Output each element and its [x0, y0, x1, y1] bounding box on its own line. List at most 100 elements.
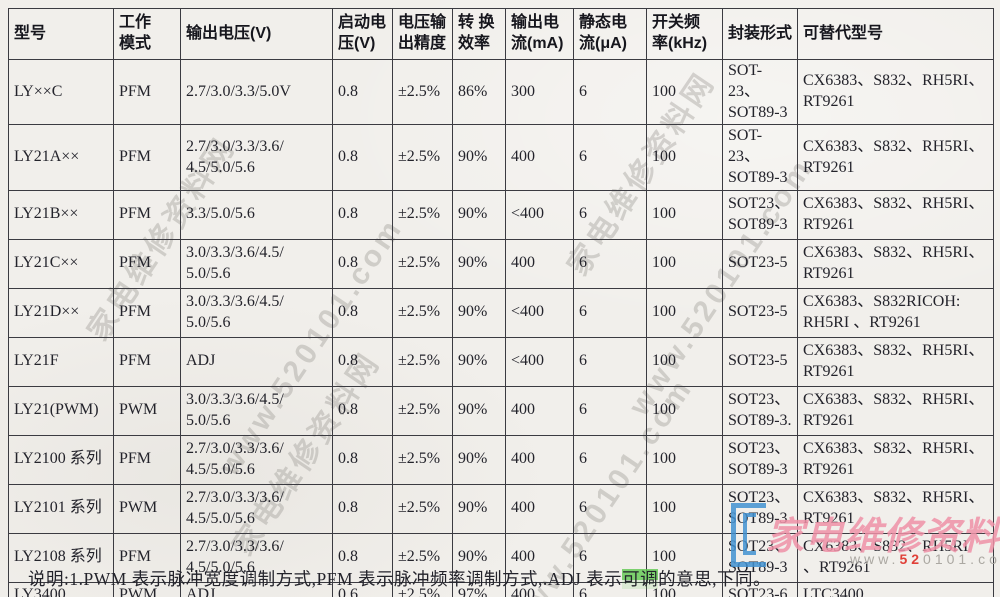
cell-alt: CX6383、S832、RH5RI、 RT9261	[797, 483, 994, 534]
cell-vout: 2.7/3.0/3.3/5.0V	[180, 58, 333, 126]
cell-mode: PWM	[113, 385, 181, 436]
cell-freq: 100	[646, 58, 723, 126]
footer-note-suffix: 的意思,下同。	[658, 569, 772, 589]
cell-pkg: SOT23-5	[722, 287, 798, 338]
column-header-iq: 静态电 流(μA)	[573, 8, 647, 60]
cell-acc: ±2.5%	[392, 124, 453, 191]
table-row-4: LY21D×× PFM 3.0/3.3/3.6/4.5/ 5.0/5.6 0.8 ±2.…	[8, 287, 994, 338]
column-header-acc: 电压输 出精度	[392, 8, 453, 60]
cell-pkg: SOT-23、 SOT89-3	[722, 124, 798, 191]
cell-mode: PFM	[113, 238, 181, 289]
cell-model: LY2108 系列	[8, 532, 114, 583]
cell-acc: ±2.5%	[392, 385, 453, 436]
cell-model: LY21D××	[8, 287, 114, 338]
cell-acc: ±2.5%	[392, 532, 453, 583]
footer-note-highlighted-term: 可调	[622, 569, 659, 589]
cell-iout: 400	[505, 532, 574, 583]
cell-mode: PFM	[113, 336, 181, 387]
cell-mode: PFM	[113, 124, 181, 191]
column-header-vout: 输出电压(V)	[180, 8, 333, 60]
table-row-10: LY3400 PWM ADJ 0.6 ±2.5% 97% 400 6 100 SOT23-6 LTC…	[8, 581, 994, 597]
table-row-6: LY21(PWM) PWM 3.0/3.3/3.6/4.5/ 5.0/5.6 0.8 ±…	[8, 385, 994, 436]
cell-iout: <400	[505, 189, 574, 240]
cell-eff: 90%	[452, 287, 506, 338]
ic-spec-table: 型号 工作 模式 输出电压(V) 启动电 压(V) 电压输 出精度转 换 效率 输出电 流…	[8, 8, 994, 597]
cell-alt: CX6383、S832、RH5RI 、RT9261	[797, 532, 994, 583]
cell-eff: 90%	[452, 336, 506, 387]
column-header-model: 型号	[8, 8, 114, 60]
cell-model: LY21A××	[8, 124, 114, 191]
column-header-freq: 开关频 率(kHz)	[646, 8, 723, 60]
cell-alt: CX6383、S832、RH5RI、 RT9261	[797, 238, 994, 289]
cell-model: LY2101 系列	[8, 483, 114, 534]
cell-iq: 6	[573, 58, 647, 126]
cell-pkg: SOT23-5	[722, 238, 798, 289]
cell-eff: 90%	[452, 532, 506, 583]
cell-acc: ±2.5%	[392, 238, 453, 289]
cell-mode: PFM	[113, 532, 181, 583]
table-row-2: LY21B×× PFM 3.3/5.0/5.6 0.8 ±2.5% 90% <400 6 100…	[8, 189, 994, 240]
cell-mode: PFM	[113, 287, 181, 338]
cell-iq: 6	[573, 238, 647, 289]
cell-eff: 90%	[452, 434, 506, 485]
cell-eff: 90%	[452, 238, 506, 289]
cell-iout: 400	[505, 385, 574, 436]
cell-vout: 2.7/3.0/3.3/3.6/ 4.5/5.0/5.6	[180, 124, 333, 191]
cell-iout: 400	[505, 238, 574, 289]
cell-freq: 100	[646, 434, 723, 485]
cell-vstart: 0.8	[332, 287, 393, 338]
table-row-1: LY21A×× PFM 2.7/3.0/3.3/3.6/ 4.5/5.0/5.6 0.…	[8, 124, 994, 191]
cell-freq: 100	[646, 287, 723, 338]
cell-iout: 400	[505, 434, 574, 485]
cell-alt: CX6383、S832RICOH: RH5RI 、RT9261	[797, 287, 994, 338]
cell-iq: 6	[573, 124, 647, 191]
column-header-iout: 输出电 流(mA)	[505, 8, 574, 60]
cell-vout: 2.7/3.0/3.3/3.6/ 4.5/5.0/5.6	[180, 532, 333, 583]
column-header-eff: 转 换 效率	[452, 8, 506, 60]
cell-pkg: SOT-23、 SOT89-3	[722, 58, 798, 126]
table-row-0: LY××C PFM 2.7/3.0/3.3/5.0V 0.8 ±2.5% 86% 300 6 1…	[8, 58, 994, 126]
ic-spec-table-wrap: 型号 工作 模式 输出电压(V) 启动电 压(V) 电压输 出精度转 换 效率 输出电 流…	[8, 8, 994, 597]
cell-freq: 100	[646, 483, 723, 534]
cell-alt: CX6383、S832、RH5RI、 RT9261	[797, 336, 994, 387]
cell-iq: 6	[573, 385, 647, 436]
cell-freq: 100	[646, 189, 723, 240]
cell-acc: ±2.5%	[392, 483, 453, 534]
cell-freq: 100	[646, 385, 723, 436]
cell-mode: PFM	[113, 58, 181, 126]
cell-freq: 100	[646, 336, 723, 387]
cell-eff: 90%	[452, 124, 506, 191]
cell-alt: CX6383、S832、RH5RI、 RT9261	[797, 58, 994, 126]
cell-iout: 400	[505, 124, 574, 191]
cell-pkg: SOT23、 SOT89-3	[722, 434, 798, 485]
table-header-row: 型号 工作 模式 输出电压(V) 启动电 压(V) 电压输 出精度转 换 效率 输出电 流…	[8, 8, 994, 60]
cell-vstart: 0.8	[332, 238, 393, 289]
cell-eff: 86%	[452, 58, 506, 126]
cell-pkg: SOT23、 SOT89-3	[722, 189, 798, 240]
cell-model: LY21B××	[8, 189, 114, 240]
cell-vout: 2.7/3.0/3.3/3.6/ 4.5/5.0/5.6	[180, 434, 333, 485]
cell-alt: LTC3400	[797, 581, 994, 597]
cell-model: LY21F	[8, 336, 114, 387]
cell-iq: 6	[573, 189, 647, 240]
column-header-mode: 工作 模式	[113, 8, 181, 60]
cell-pkg: SOT23、 SOT89-3	[722, 483, 798, 534]
cell-alt: CX6383、S832、RH5RI、 RT9261	[797, 189, 994, 240]
cell-vout: 3.3/5.0/5.6	[180, 189, 333, 240]
cell-vout: 2.7/3.0/3.3/3.6/ 4.5/5.0/5.6	[180, 483, 333, 534]
cell-vstart: 0.8	[332, 124, 393, 191]
column-header-alt: 可替代型号	[797, 8, 994, 60]
footer-note: 说明:1.PWM 表示脉冲宽度调制方式,PFM 表示脉冲频率调制方式,.ADJ …	[8, 566, 1000, 591]
cell-freq: 100	[646, 238, 723, 289]
cell-vstart: 0.8	[332, 58, 393, 126]
table-row-5: LY21F PFM ADJ 0.8 ±2.5% 90% <400 6 100 SOT23-5 CX6…	[8, 336, 994, 387]
cell-acc: ±2.5%	[392, 287, 453, 338]
cell-vout: 3.0/3.3/3.6/4.5/ 5.0/5.6	[180, 287, 333, 338]
cell-vstart: 0.8	[332, 189, 393, 240]
table-row-7: LY2100 系列 PFM 2.7/3.0/3.3/3.6/ 4.5/5.0/5.6…	[8, 434, 994, 485]
cell-iout: 400	[505, 483, 574, 534]
cell-acc: ±2.5%	[392, 336, 453, 387]
cell-iq: 6	[573, 287, 647, 338]
cell-eff: 90%	[452, 385, 506, 436]
